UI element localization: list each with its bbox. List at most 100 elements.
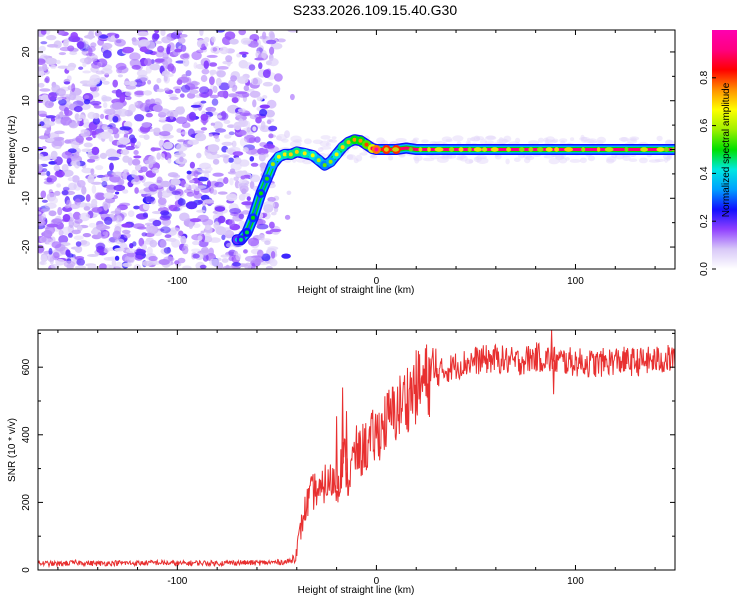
spectrogram-noise-cell bbox=[38, 69, 45, 77]
spectrogram-line-patch bbox=[434, 147, 444, 152]
spectrogram-ridge-core bbox=[346, 140, 351, 145]
spectrogram-noise-cell bbox=[248, 64, 256, 71]
spectrogram-noise-cell bbox=[148, 255, 158, 262]
spectrogram-noise-cell bbox=[87, 158, 96, 163]
spectrogram-noise-cell bbox=[146, 246, 153, 255]
spectrogram-noise-cell bbox=[187, 139, 199, 145]
spectrogram-noise-cell bbox=[113, 184, 126, 192]
spectrogram-noise-cell bbox=[40, 208, 51, 213]
spectrogram-noise-cell bbox=[69, 91, 77, 101]
spectrogram-line-patch bbox=[427, 147, 431, 152]
spectrogram-noise-cell bbox=[82, 233, 92, 238]
spectrogram-noise-cell bbox=[141, 244, 148, 251]
x-tick-label: 100 bbox=[567, 276, 584, 287]
spectrogram-noise-cell bbox=[96, 224, 108, 231]
spectrogram-noise-cell bbox=[217, 90, 228, 98]
spectrogram-noise-cell bbox=[177, 257, 186, 264]
spectrogram-noise-cell bbox=[48, 247, 53, 256]
spectrogram-noise-cell bbox=[113, 133, 120, 139]
spectrogram-haze-cell bbox=[303, 138, 312, 145]
spectrogram-line-patch bbox=[490, 147, 499, 152]
spectrogram-line-patch bbox=[481, 147, 488, 152]
spectrogram-noise-cell bbox=[42, 63, 48, 71]
spectrogram-noise-cell bbox=[38, 58, 46, 65]
spectrogram-noise-cell bbox=[118, 137, 131, 145]
spectrogram-noise-cell bbox=[176, 143, 188, 152]
spectrogram-noise-cell bbox=[262, 81, 273, 87]
spectrogram-noise-cell bbox=[157, 190, 163, 199]
spectrogram-line-patch bbox=[392, 147, 400, 152]
spectrogram-noise-cell bbox=[259, 104, 270, 109]
spectrogram-noise-cell bbox=[163, 247, 171, 254]
spectrogram-line-patch bbox=[545, 147, 553, 152]
spectrogram-noise-cell bbox=[115, 191, 120, 195]
spectrogram-noise-cell bbox=[103, 108, 111, 115]
spectrogram-noise-cell bbox=[119, 130, 129, 135]
spectrogram-noise-cell bbox=[239, 137, 248, 147]
y-tick-label: 20 bbox=[21, 46, 32, 58]
spectrogram-noise-cell bbox=[262, 31, 267, 40]
spectrogram-line-patch bbox=[640, 147, 648, 152]
spectrogram-noise-cell bbox=[114, 238, 125, 245]
spectrogram-noise-cell bbox=[156, 88, 165, 93]
spectrogram-haze-cell bbox=[656, 135, 663, 142]
spectrogram-noise-cell bbox=[226, 242, 234, 248]
spectrogram-noise-cell bbox=[145, 227, 153, 232]
spectrogram-haze-cell bbox=[429, 153, 441, 160]
spectrogram-noise-cell bbox=[156, 179, 162, 184]
spectrogram-noise-cell bbox=[81, 148, 93, 153]
x-tick-label: 0 bbox=[374, 276, 380, 287]
spectrogram-haze-cell bbox=[648, 159, 661, 163]
spectrogram-noise-cell bbox=[179, 93, 185, 98]
spectrogram-noise-cell bbox=[148, 183, 159, 192]
spectrogram-noise-cell bbox=[101, 42, 113, 50]
spectrogram-noise-cell bbox=[238, 182, 249, 188]
spectrogram-noise-cell bbox=[214, 181, 224, 188]
spectrogram-noise-cell bbox=[101, 176, 109, 182]
spectrogram-noise-cell bbox=[226, 193, 238, 202]
spectrogram-noise-cell bbox=[59, 46, 72, 52]
spectrogram-noise-cell bbox=[287, 30, 299, 33]
spectrogram-noise-cell bbox=[212, 111, 219, 116]
spectrogram-line-patch bbox=[604, 147, 614, 152]
spectrogram-noise-cell bbox=[236, 53, 242, 58]
spectrogram-noise-cell bbox=[196, 209, 206, 213]
spectrogram-haze-cell bbox=[606, 156, 617, 163]
spectrogram-noise-cell bbox=[38, 219, 45, 226]
spectrogram-noise-cell bbox=[61, 190, 69, 196]
spectrogram-noise-cell bbox=[159, 239, 167, 248]
spectrogram-noise-cell bbox=[58, 99, 67, 106]
spectrogram-noise-cell bbox=[174, 48, 183, 53]
spectrogram-noise-cell bbox=[41, 213, 46, 221]
spectrogram-noise-cell bbox=[41, 199, 48, 203]
spectrogram-ridge-core bbox=[282, 152, 287, 157]
spectrogram-noise-cells bbox=[38, 30, 675, 269]
snr-spikes bbox=[335, 330, 555, 489]
spectrogram-noise-cell bbox=[247, 237, 260, 247]
spectrogram-noise-cell bbox=[87, 111, 96, 119]
spectrogram-noise-cell bbox=[220, 154, 230, 158]
figure-title: S233.2026.109.15.40.G30 bbox=[293, 2, 457, 18]
spectrogram-noise-cell bbox=[73, 151, 80, 159]
spectrogram-noise-cell bbox=[54, 130, 65, 135]
spectrogram-noise-cell bbox=[45, 57, 58, 65]
spectrogram-haze-cell bbox=[470, 136, 481, 142]
spectrogram-noise-cell bbox=[89, 155, 99, 160]
spectrogram-noise-cell bbox=[38, 95, 43, 100]
spectrogram-noise-cell bbox=[290, 93, 295, 101]
spectrogram-noise-cell bbox=[153, 127, 161, 133]
spectrogram-noise-cell bbox=[248, 137, 256, 144]
spectrogram-noise-cell bbox=[204, 225, 213, 235]
spectrogram-noise-cell bbox=[101, 181, 108, 188]
spectrogram-noise-cell bbox=[72, 211, 81, 220]
spectrogram-noise-cell bbox=[144, 159, 157, 165]
spectrogram-noise-cell bbox=[148, 225, 159, 235]
spectrogram-noise-cell bbox=[200, 74, 208, 83]
snr-x-axis-label: Height of straight line (km) bbox=[298, 585, 415, 596]
spectrogram-noise-cell bbox=[154, 30, 159, 34]
spectrogram-noise-cell bbox=[204, 166, 213, 172]
spectrogram-noise-cell bbox=[124, 81, 131, 86]
spectrogram-noise-cell bbox=[95, 70, 105, 75]
spectrogram-noise-cell bbox=[168, 204, 178, 212]
spectrogram-noise-cell bbox=[197, 176, 209, 182]
